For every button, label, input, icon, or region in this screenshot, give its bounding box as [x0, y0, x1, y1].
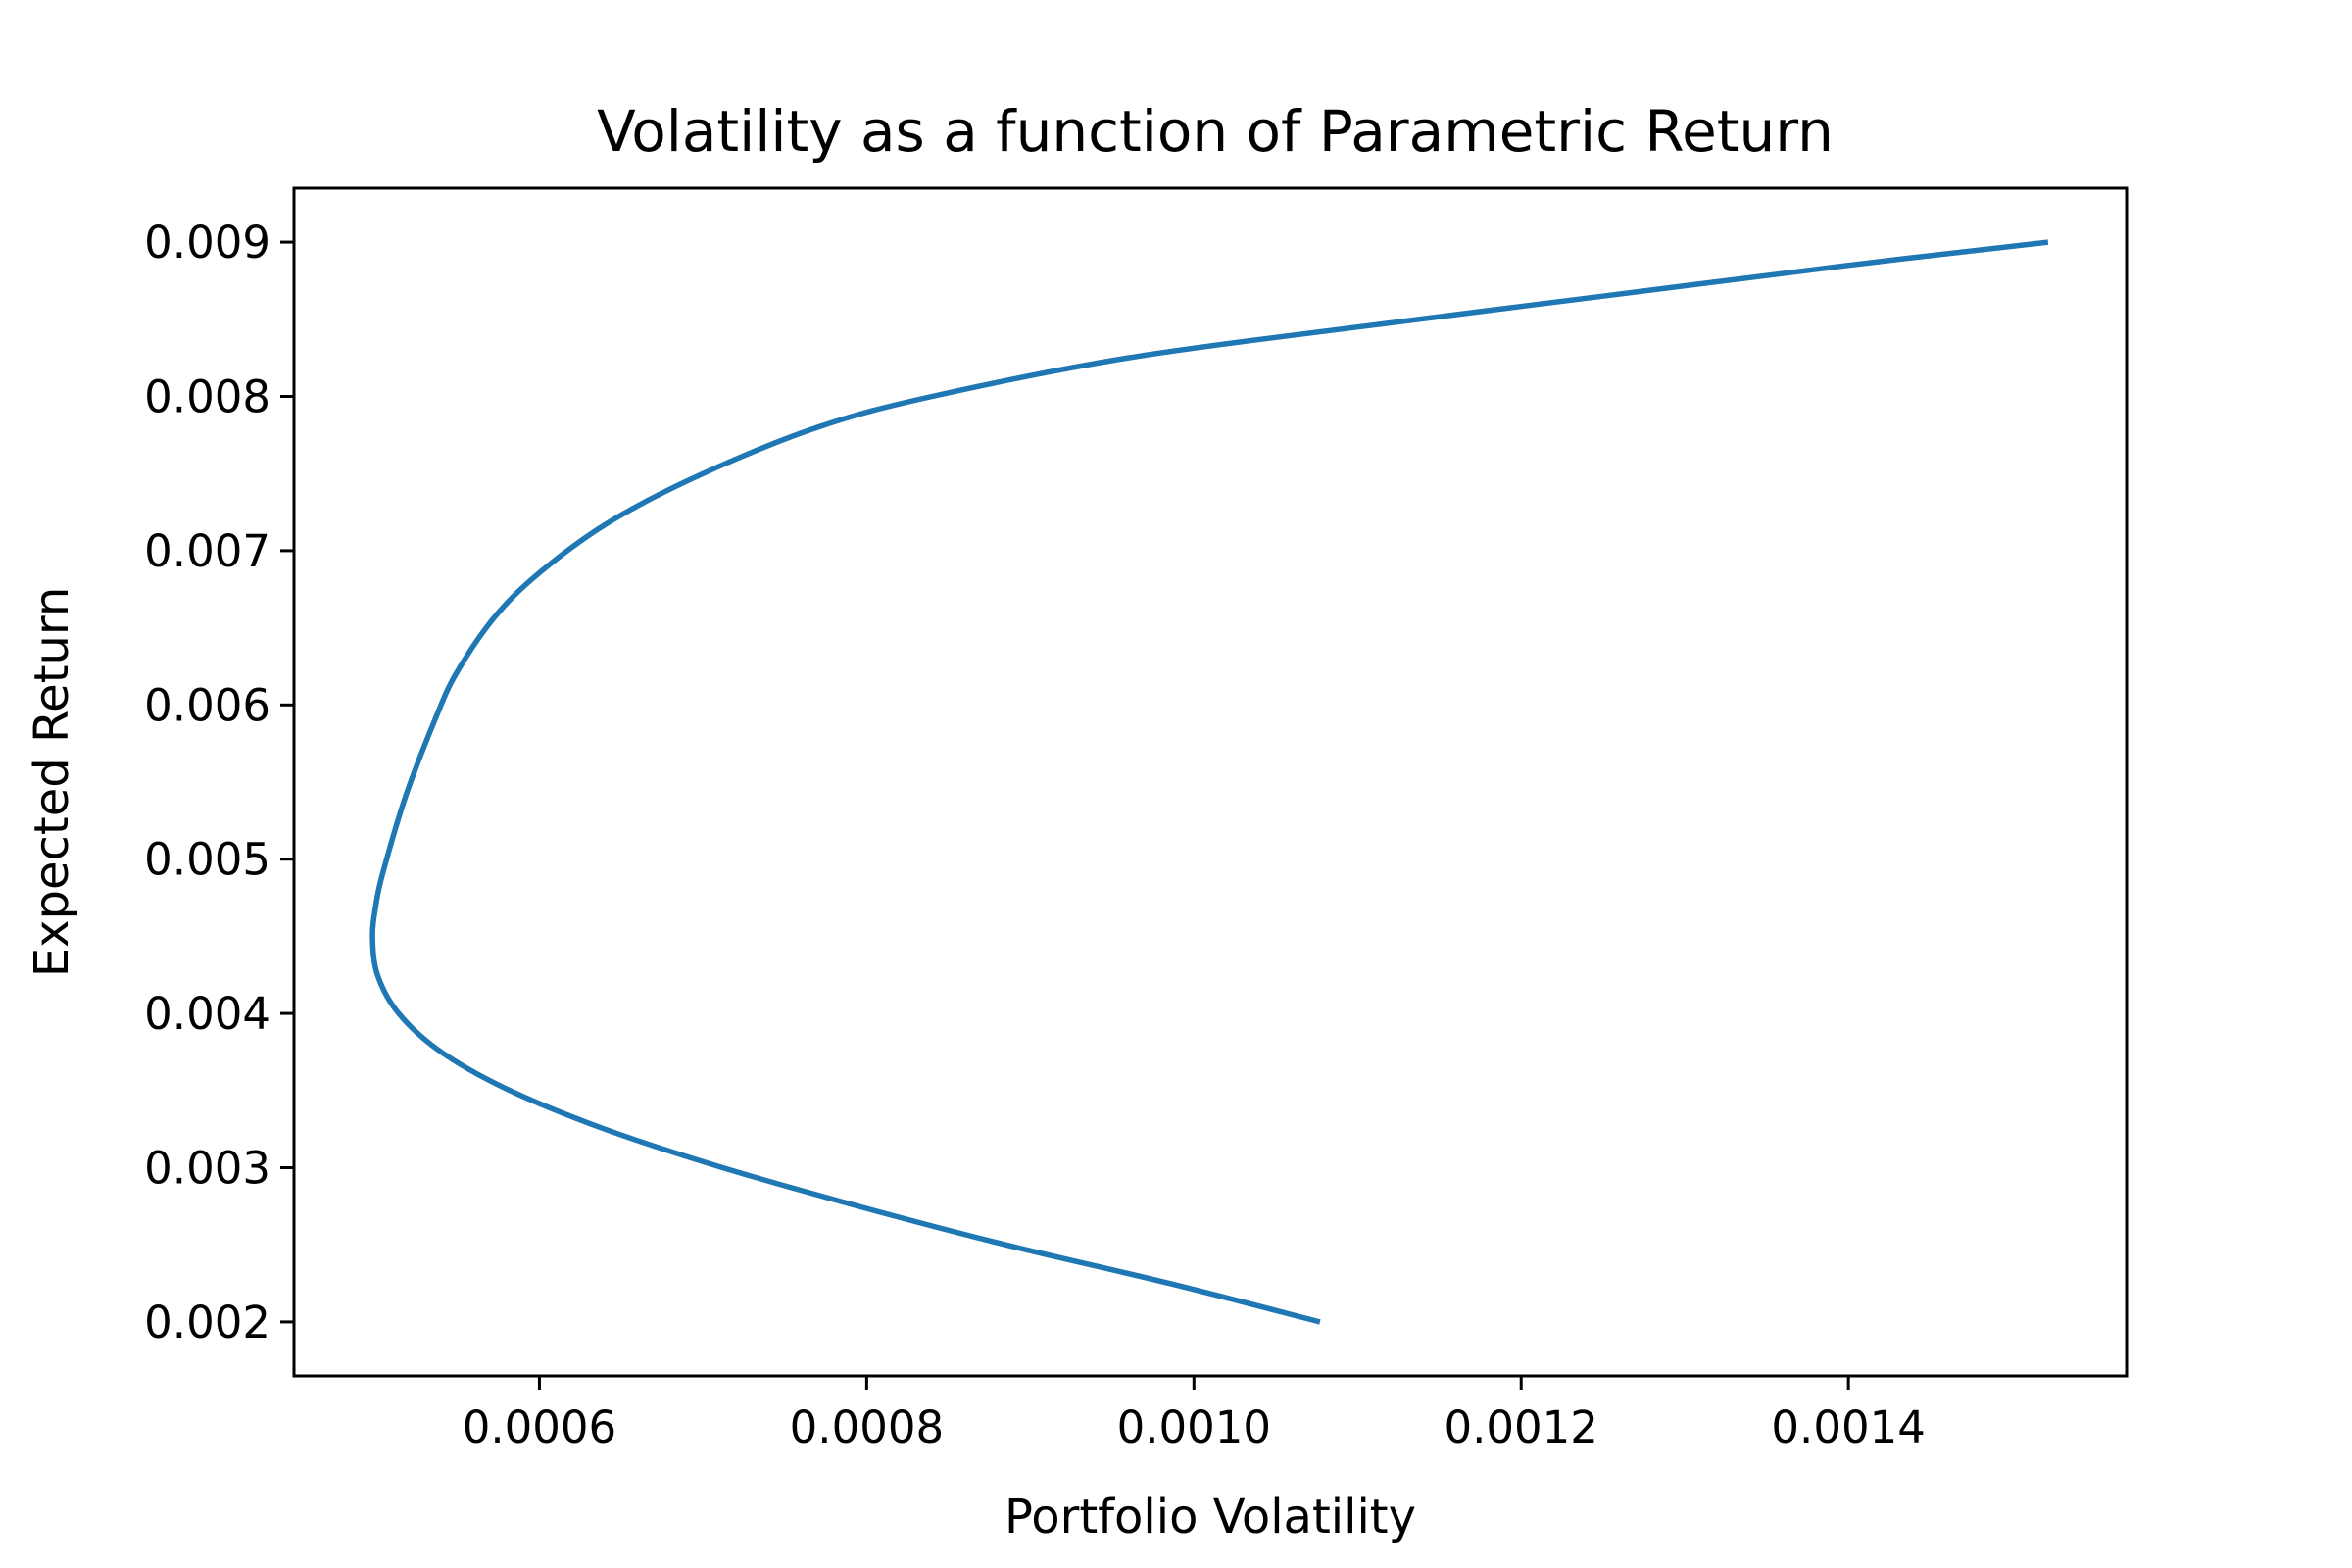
plot-frame — [292, 186, 2129, 1378]
plot-area — [369, 239, 2049, 1325]
x-tick-label: 0.0012 — [1444, 1401, 1597, 1453]
x-tick-label: 0.0008 — [790, 1401, 944, 1453]
y-tick-label: 0.008 — [144, 370, 270, 422]
y-tick-label: 0.002 — [144, 1297, 270, 1348]
x-tick-label: 0.0014 — [1771, 1401, 1925, 1453]
y-tick-label: 0.003 — [144, 1143, 270, 1195]
x-tick-label: 0.0006 — [463, 1401, 616, 1453]
x-axis-label: Portfolio Volatility — [1004, 1490, 1416, 1544]
y-tick-label: 0.007 — [144, 525, 270, 577]
y-axis-label: Expected Return — [24, 587, 79, 977]
y-tick-label: 0.005 — [144, 834, 270, 886]
x-tick-label: 0.0010 — [1117, 1401, 1271, 1453]
y-axis: 0.002 0.003 0.004 0.005 0.006 0.007 0.008 0.009 — [144, 217, 294, 1348]
y-tick-label: 0.009 — [144, 217, 270, 269]
y-tick-label: 0.004 — [144, 988, 270, 1040]
y-tick-label: 0.006 — [144, 679, 270, 731]
series-line — [369, 239, 2049, 1325]
x-axis: 0.0006 0.0008 0.0010 0.0012 0.0014 — [463, 1376, 1926, 1453]
chart-title: Volatility as a function of Parametric R… — [597, 98, 1834, 165]
